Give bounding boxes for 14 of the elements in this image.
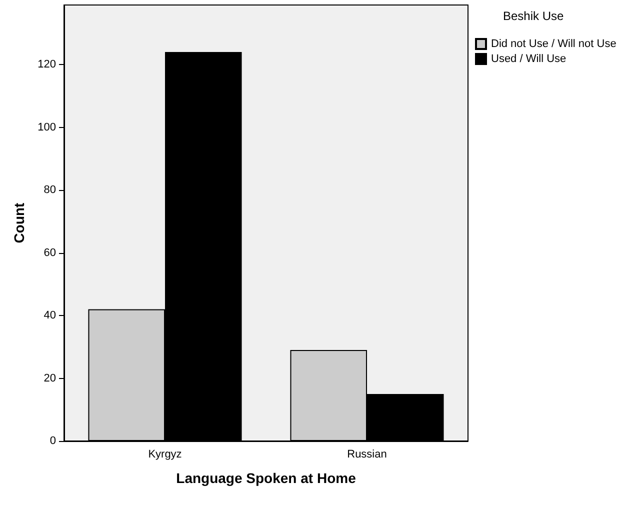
y-tick-label: 20 [44, 372, 56, 384]
y-tick-label: 0 [50, 435, 56, 447]
y-axis-title: Count [11, 202, 27, 244]
x-tick-label: Kyrgyz [148, 448, 182, 460]
y-tick-label: 40 [44, 310, 56, 322]
x-tick-label: Russian [347, 448, 387, 460]
legend-label: Used / Will Use [491, 53, 566, 65]
y-tick-label: 80 [44, 184, 56, 196]
y-tick-label: 100 [38, 121, 56, 134]
legend-label: Did not Use / Will not Use [491, 38, 616, 50]
y-tick-label: 60 [44, 246, 56, 259]
y-tick-label: 120 [38, 58, 56, 71]
x-axis-title: Language Spoken at Home [176, 470, 356, 486]
legend-title: Beshik Use [503, 9, 564, 23]
